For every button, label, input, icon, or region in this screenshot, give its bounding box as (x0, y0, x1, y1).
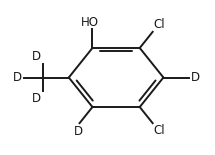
Text: D: D (191, 71, 200, 84)
Text: D: D (13, 71, 22, 84)
Text: HO: HO (81, 16, 99, 29)
Text: Cl: Cl (154, 124, 165, 137)
Text: D: D (74, 125, 83, 138)
Text: Cl: Cl (154, 18, 165, 31)
Text: D: D (32, 50, 41, 63)
Text: D: D (32, 92, 41, 105)
